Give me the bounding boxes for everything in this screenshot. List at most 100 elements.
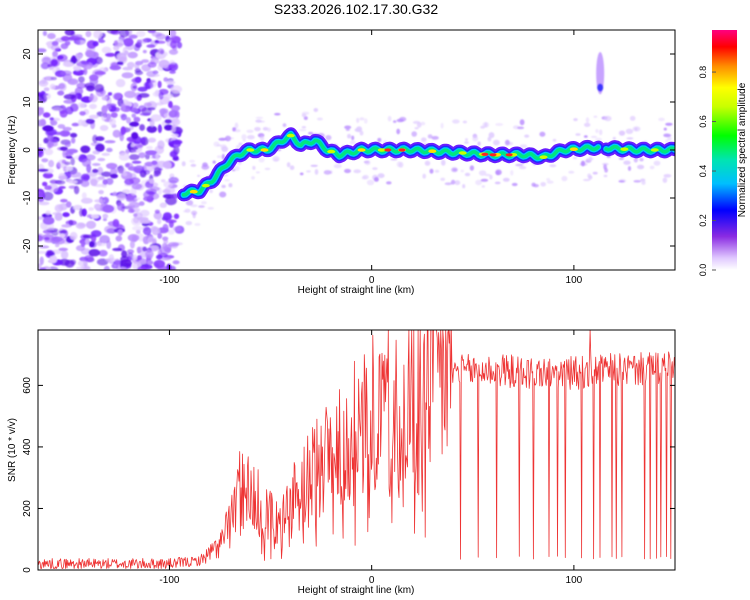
noise-blob [151, 160, 158, 166]
noise-blob [76, 40, 81, 45]
noise-blob [155, 152, 160, 162]
noise-blob [43, 92, 51, 100]
scatter-blob [663, 133, 672, 138]
noise-blob [145, 150, 158, 156]
noise-blob [81, 158, 92, 167]
noise-blob [94, 84, 105, 93]
noise-blob [145, 249, 154, 259]
noise-blob [50, 44, 61, 51]
side-feature [596, 51, 605, 95]
scatter-blob [586, 157, 594, 161]
scatter-blob [303, 116, 308, 120]
scatter-blob [272, 156, 280, 162]
scatter-blob [584, 122, 591, 127]
noise-blob [161, 257, 171, 261]
snr-ytick-label: 200 [22, 500, 33, 517]
heatmap-content [38, 30, 675, 270]
scatter-blob [665, 139, 669, 144]
noise-blob [71, 122, 80, 127]
snr-ytick-label: 0 [22, 567, 33, 573]
noise-blob [102, 196, 109, 204]
noise-blob [130, 107, 138, 113]
noise-blob [138, 201, 145, 206]
scatter-blob [234, 122, 239, 129]
scatter-blob [364, 118, 368, 124]
noise-blob [106, 240, 112, 250]
scatter-blob [572, 156, 578, 160]
noise-blob [85, 118, 95, 125]
noise-blob [139, 38, 148, 44]
noise-blob [154, 89, 160, 96]
noise-blob [68, 219, 74, 226]
scatter-blob [216, 144, 222, 147]
scatter-blob [238, 142, 243, 146]
noise-blob [51, 236, 63, 243]
noise-blob [115, 53, 127, 62]
snr-frame [37, 329, 676, 571]
noise-blob [107, 92, 113, 96]
scatter-blob [356, 117, 360, 123]
scatter-blob [444, 182, 453, 186]
scatter-blob [488, 132, 495, 139]
heatmap-ytick-label: 20 [22, 48, 33, 60]
noise-blob [172, 139, 183, 145]
scatter-blob [475, 179, 482, 186]
noise-blob [157, 140, 165, 150]
ridge-hotspot [286, 133, 295, 138]
noise-blob [146, 44, 156, 48]
noise-blob [134, 63, 140, 70]
noise-blob [165, 80, 176, 85]
noise-blob [70, 157, 75, 166]
noise-blob [48, 159, 55, 168]
noise-blob [147, 236, 158, 244]
noise-blob [110, 112, 118, 118]
scatter-blob [440, 177, 446, 181]
noise-blob [57, 124, 66, 129]
noise-blob [73, 185, 80, 195]
noise-blob [76, 82, 87, 89]
scatter-blob [653, 160, 661, 166]
noise-blob [65, 155, 73, 159]
noise-blob [112, 92, 122, 100]
noise-blob [172, 156, 180, 162]
noise-blob [102, 218, 107, 221]
scatter-blob [662, 177, 668, 183]
noise-blob [89, 103, 97, 110]
noise-blob [126, 117, 131, 124]
scatter-blob [587, 173, 592, 178]
scatter-blob [255, 171, 260, 174]
noise-blob [75, 222, 86, 229]
noise-blob [121, 103, 126, 111]
noise-blob [40, 62, 50, 70]
scatter-blob [493, 139, 500, 146]
scatter-blob [472, 135, 479, 142]
noise-blob [99, 125, 109, 131]
noise-blob [44, 226, 54, 231]
scatter-blob [595, 129, 599, 133]
scatter-blob [593, 115, 598, 118]
noise-blob [81, 192, 87, 200]
noise-blob [112, 219, 120, 228]
scatter-blob [440, 122, 444, 129]
snr-ytick-label: 600 [22, 377, 33, 394]
noise-blob [65, 106, 74, 115]
colorbar-label: Normalized spectral amplitude [737, 82, 748, 217]
heatmap-xtick-label: 0 [369, 275, 375, 286]
noise-blob [117, 229, 123, 236]
snr-xtick-label: -100 [159, 575, 179, 586]
scatter-blob [582, 178, 591, 182]
noise-blob [150, 114, 162, 122]
noise-blob [165, 196, 177, 206]
noise-blob [131, 183, 143, 190]
noise-blob [80, 145, 91, 154]
noise-blob [94, 70, 106, 76]
noise-blob [115, 235, 123, 242]
scatter-blob [618, 130, 626, 136]
noise-blob [62, 126, 72, 132]
noise-blob [47, 141, 54, 149]
scatter-blob [517, 126, 525, 130]
noise-blob [131, 113, 137, 118]
ridge-hotspot [260, 148, 269, 152]
scatter-blob [345, 128, 350, 131]
noise-blob [162, 236, 169, 241]
